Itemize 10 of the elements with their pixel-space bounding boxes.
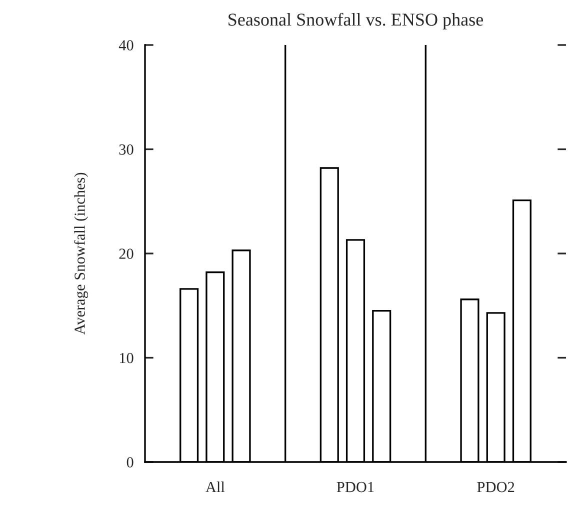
x-tick-label: PDO1 bbox=[336, 482, 374, 492]
y-tick-label: 0 bbox=[126, 457, 134, 468]
chart-title: Seasonal Snowfall vs. ENSO phase bbox=[228, 12, 484, 30]
y-axis-title: Average Snowfall (inches) bbox=[74, 172, 88, 335]
x-tick-label: All bbox=[206, 481, 225, 492]
y-tick-label: 40 bbox=[118, 40, 134, 50]
x-tick-label: PDO2 bbox=[477, 482, 514, 492]
y-tick-label: 20 bbox=[119, 248, 134, 259]
y-tick-label: 10 bbox=[120, 352, 134, 364]
y-tick-label: 30 bbox=[119, 144, 134, 155]
